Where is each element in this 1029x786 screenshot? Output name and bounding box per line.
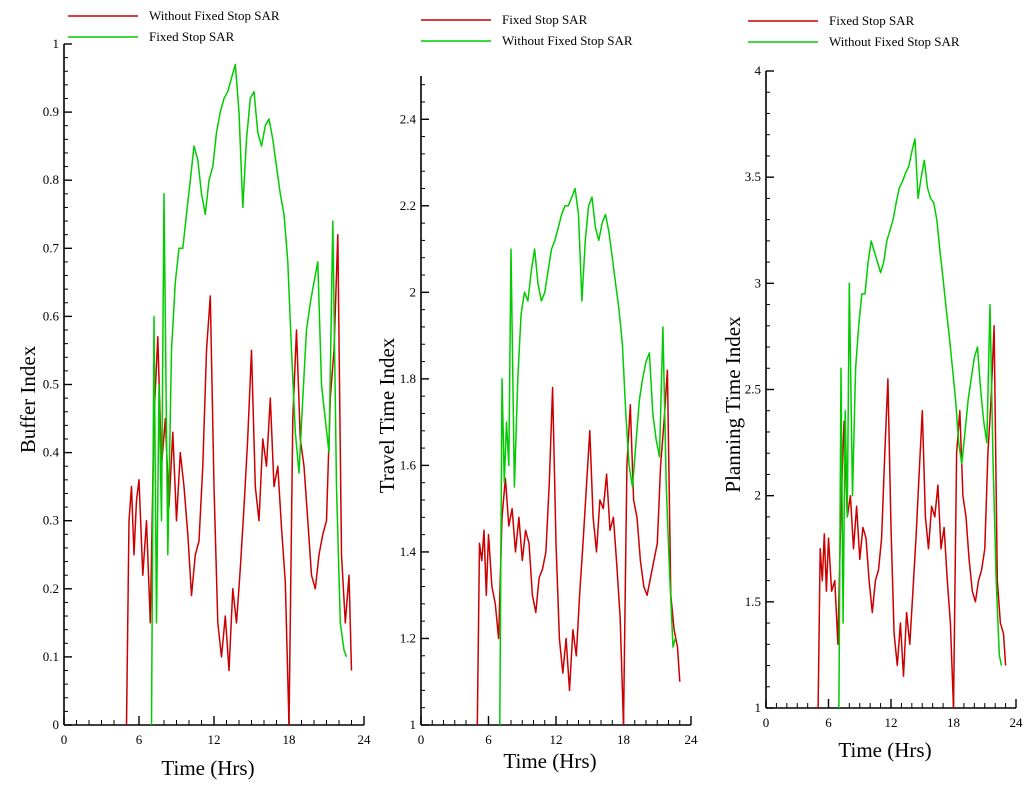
y-tick-label: 2 bbox=[755, 488, 762, 503]
y-tick-label: 2 bbox=[410, 284, 417, 299]
y-tick-label: 1.5 bbox=[745, 594, 761, 609]
chart-panel-1: 0 0.1 0.2 0.3 0.4 0.5 0.6 0.7 0.8 0.9 1 0 6 12 18 24 Tim… bbox=[16, 8, 371, 780]
y-tick-label: 1 bbox=[755, 700, 762, 715]
y-axis-label: Travel Time Index bbox=[375, 337, 399, 493]
legend-label: Fixed Stop SAR bbox=[502, 12, 588, 27]
x-tick-label: 12 bbox=[208, 732, 221, 747]
x-tick-label: 0 bbox=[61, 732, 68, 747]
y-tick-label: 1.4 bbox=[400, 544, 417, 559]
x-tick-label: 6 bbox=[485, 732, 492, 747]
y-axis-label: Planning Time Index bbox=[721, 316, 745, 493]
y-tick-label: 0.6 bbox=[43, 308, 60, 323]
x-tick-label: 24 bbox=[1010, 715, 1024, 730]
legend-label: Fixed Stop SAR bbox=[829, 13, 915, 28]
x-axis-label: Time (Hrs) bbox=[838, 738, 931, 762]
series-line-second bbox=[150, 63, 348, 725]
x-tick-label: 18 bbox=[283, 732, 296, 747]
legend-label: Without Fixed Stop SAR bbox=[502, 33, 633, 48]
series-line-second bbox=[838, 138, 1003, 708]
series-line-first bbox=[125, 233, 353, 725]
y-tick-label: 0.8 bbox=[43, 172, 59, 187]
y-tick-label: 0.1 bbox=[43, 649, 59, 664]
y-tick-label: 0 bbox=[53, 717, 60, 732]
x-tick-label: 6 bbox=[136, 732, 143, 747]
y-tick-label: 0.5 bbox=[43, 377, 59, 392]
x-tick-label: 12 bbox=[550, 732, 563, 747]
y-tick-label: 2.5 bbox=[745, 382, 761, 397]
x-tick-label: 0 bbox=[763, 715, 770, 730]
legend-label: Without Fixed Stop SAR bbox=[149, 8, 280, 23]
x-axis-label: Time (Hrs) bbox=[503, 749, 596, 773]
y-tick-label: 3 bbox=[755, 275, 762, 290]
y-tick-label: 3.5 bbox=[745, 169, 761, 184]
x-tick-label: 18 bbox=[617, 732, 630, 747]
x-tick-label: 12 bbox=[885, 715, 898, 730]
y-tick-label: 0.4 bbox=[43, 445, 60, 460]
y-tick-label: 1.8 bbox=[400, 371, 416, 386]
y-tick-label: 1.2 bbox=[400, 630, 416, 645]
x-tick-label: 18 bbox=[947, 715, 960, 730]
x-tick-label: 0 bbox=[418, 732, 425, 747]
y-tick-label: 1 bbox=[410, 717, 417, 732]
y-tick-label: 1 bbox=[53, 36, 60, 51]
y-tick-label: 2.4 bbox=[400, 111, 417, 126]
x-tick-label: 24 bbox=[685, 732, 699, 747]
series-line-first bbox=[817, 325, 1007, 708]
legend-label: Without Fixed Stop SAR bbox=[829, 34, 960, 49]
legend-label: Fixed Stop SAR bbox=[149, 29, 235, 44]
chart-panel-2: 1 1.2 1.4 1.6 1.8 2 2.2 2.4 0 6 12 18 24 Time (Hrs) Tr… bbox=[375, 12, 698, 773]
y-tick-label: 2.2 bbox=[400, 198, 416, 213]
x-tick-label: 24 bbox=[358, 732, 372, 747]
y-tick-label: 0.2 bbox=[43, 581, 59, 596]
y-tick-label: 4 bbox=[755, 63, 762, 78]
series-line-first bbox=[476, 369, 681, 725]
chart-panel-3: 1 1.5 2 2.5 3 3.5 4 0 6 12 18 24 Time (Hrs) Planning … bbox=[721, 13, 1023, 762]
x-axis-label: Time (Hrs) bbox=[161, 756, 254, 780]
x-tick-label: 6 bbox=[825, 715, 832, 730]
y-axis-label: Buffer Index bbox=[16, 345, 40, 453]
y-tick-label: 0.7 bbox=[43, 240, 60, 255]
series-line-second bbox=[499, 187, 677, 725]
y-tick-label: 1.6 bbox=[400, 457, 417, 472]
y-tick-label: 0.9 bbox=[43, 104, 59, 119]
y-tick-label: 0.3 bbox=[43, 513, 59, 528]
